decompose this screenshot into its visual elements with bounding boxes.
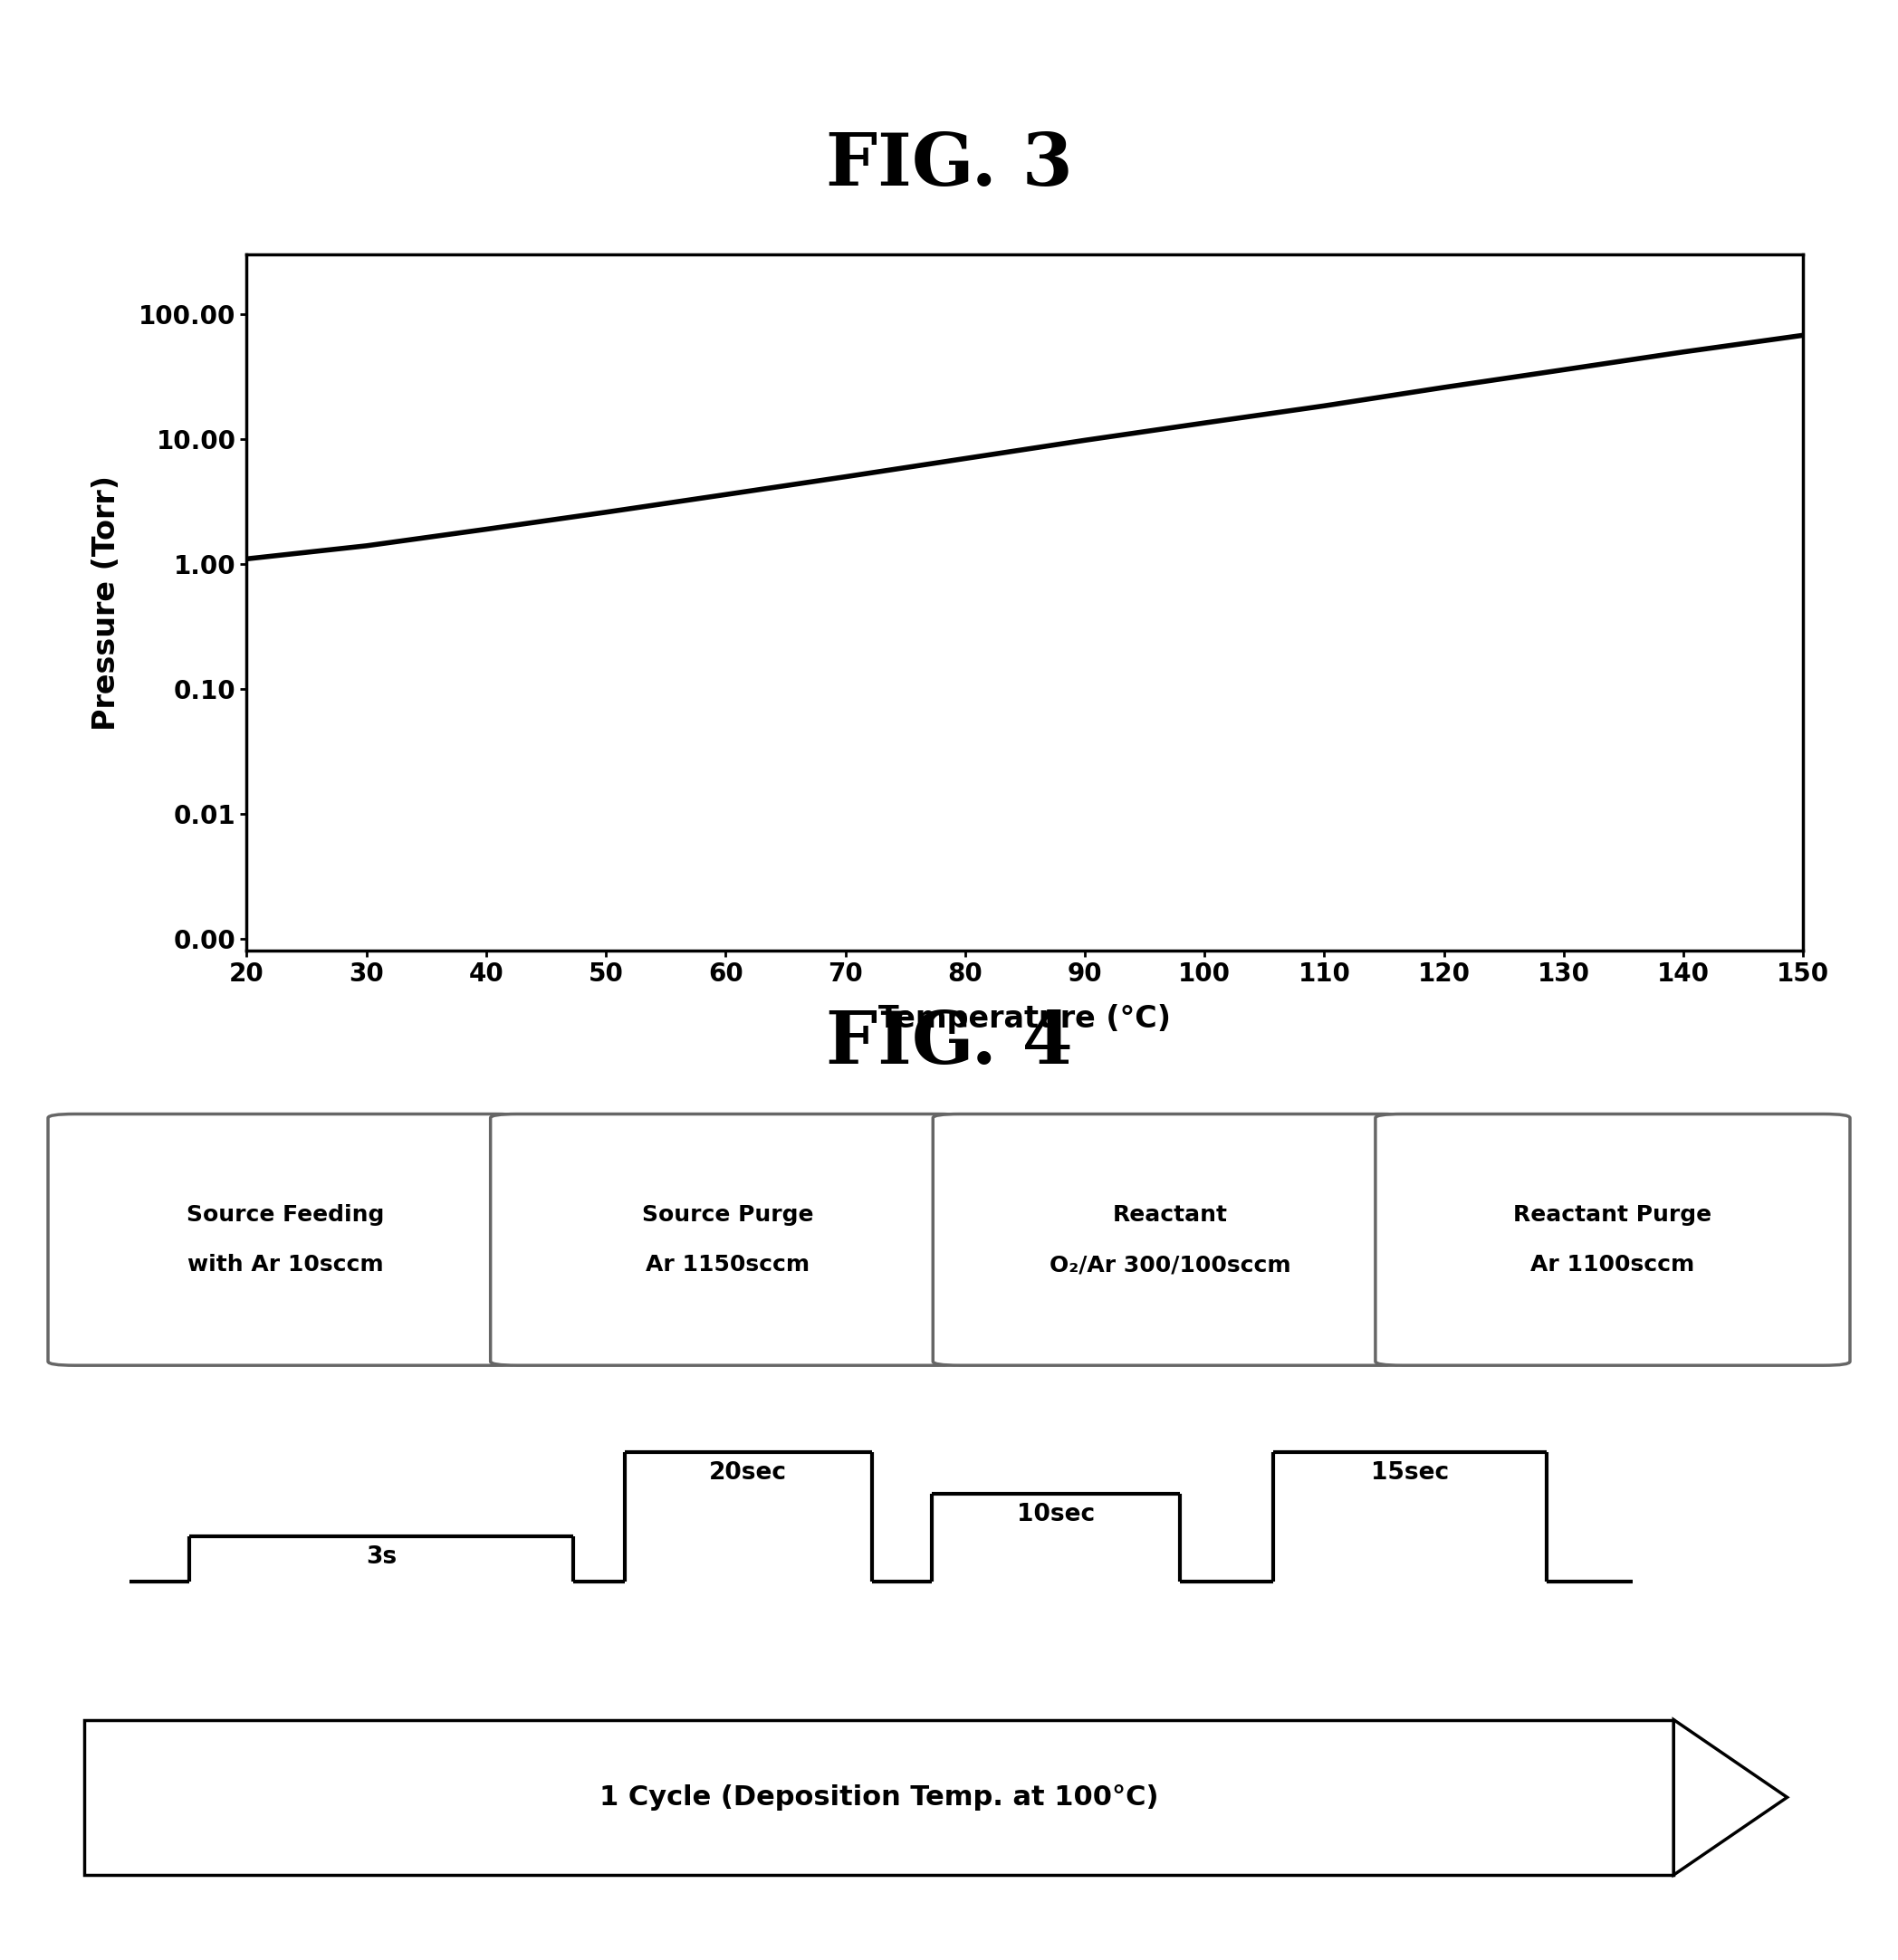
X-axis label: Temperature (°C): Temperature (°C) xyxy=(879,1004,1171,1035)
Polygon shape xyxy=(85,1719,1674,1876)
FancyBboxPatch shape xyxy=(47,1113,522,1366)
Polygon shape xyxy=(1674,1719,1788,1876)
Text: 20sec: 20sec xyxy=(710,1462,788,1486)
Text: Reactant Purge

Ar 1100sccm: Reactant Purge Ar 1100sccm xyxy=(1513,1203,1712,1276)
FancyBboxPatch shape xyxy=(934,1113,1408,1366)
Text: FIG. 3: FIG. 3 xyxy=(826,129,1072,202)
Text: 3s: 3s xyxy=(366,1544,397,1568)
FancyBboxPatch shape xyxy=(490,1113,964,1366)
Y-axis label: Pressure (Torr): Pressure (Torr) xyxy=(91,474,121,731)
Text: 10sec: 10sec xyxy=(1017,1503,1095,1527)
Text: 15sec: 15sec xyxy=(1370,1462,1450,1486)
Text: Source Purge

Ar 1150sccm: Source Purge Ar 1150sccm xyxy=(642,1203,814,1276)
Text: Reactant

O₂/Ar 300/100sccm: Reactant O₂/Ar 300/100sccm xyxy=(1050,1203,1291,1276)
Text: 1 Cycle (Deposition Temp. at 100°C): 1 Cycle (Deposition Temp. at 100°C) xyxy=(600,1784,1160,1811)
Text: FIG. 4: FIG. 4 xyxy=(826,1009,1072,1080)
Text: Source Feeding

with Ar 10sccm: Source Feeding with Ar 10sccm xyxy=(186,1203,383,1276)
FancyBboxPatch shape xyxy=(1376,1113,1851,1366)
